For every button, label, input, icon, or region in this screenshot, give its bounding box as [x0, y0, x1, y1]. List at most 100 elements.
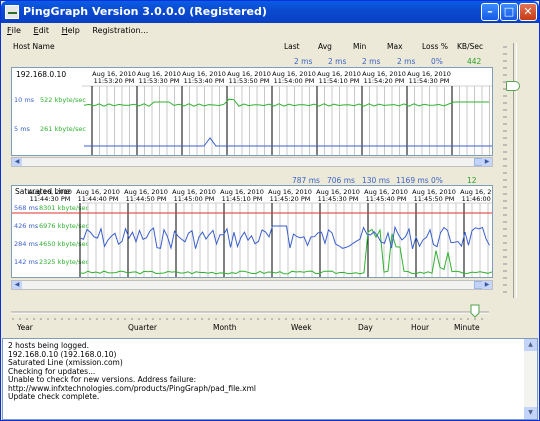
time-label-date: Aug 16, 2010: [460, 188, 492, 196]
scroll-left-arrow-icon[interactable]: ◀: [12, 158, 22, 166]
time-label-clock: 11:45:30 PM: [318, 195, 359, 203]
host2-y-kb-1: 8301 kbyte/sec: [39, 204, 89, 212]
pinggraph-app-icon[interactable]: [5, 5, 19, 19]
close-button[interactable]: ✕: [519, 3, 537, 21]
time-label-clock: 11:53:30 PM: [139, 77, 180, 85]
host1-ping-line: [84, 137, 492, 147]
vertical-zoom-ticks: [503, 46, 507, 293]
time-label-clock: 11:44:30 PM: [30, 195, 71, 203]
host1-kbsec: 442: [467, 57, 482, 66]
host2-graph-panel[interactable]: Saturated Line 568 ms 8301 kbyte/sec 426…: [11, 185, 504, 278]
time-label-date: Aug 16, 2010: [137, 70, 181, 78]
scroll-right-arrow-icon[interactable]: ▶: [482, 158, 492, 166]
column-last[interactable]: Last: [284, 42, 300, 51]
time-label-date: Aug 16, 2010: [220, 188, 264, 196]
time-label-date: Aug 16, 2010: [92, 70, 136, 78]
host1-y-ms-2: 5 ms: [14, 125, 31, 133]
timescale-week[interactable]: Week: [291, 323, 312, 332]
time-label-clock: 11:44:50 PM: [126, 195, 167, 203]
host1-graph: 192.168.0.10 10 ms 522 kbyte/sec 5 ms 26…: [14, 70, 492, 155]
host2-y-ms-4: 142 ms: [14, 258, 39, 266]
time-label-date: Aug 16, 2010: [412, 188, 456, 196]
host1-last: 2 ms: [294, 57, 313, 66]
time-label-clock: 11:54:20 PM: [364, 77, 405, 85]
time-label-date: Aug 16, 2010: [227, 70, 271, 78]
time-label-date: Aug 16, 2010: [362, 70, 406, 78]
host2-y-kb-4: 2325 kbyte/sec: [39, 258, 89, 266]
host2-max: 1169 ms: [396, 176, 429, 185]
maximize-button[interactable]: □: [500, 3, 518, 21]
timescale-year[interactable]: Year: [17, 323, 33, 332]
log-line: Unable to check for new versions. Addres…: [8, 375, 197, 384]
host2-y-ms-2: 426 ms: [14, 222, 39, 230]
column-avg[interactable]: Avg: [318, 42, 332, 51]
vertical-zoom-slider[interactable]: [506, 81, 520, 91]
scroll-left-arrow-icon[interactable]: ◀: [12, 281, 22, 289]
time-label-date: Aug 16, 2010: [76, 188, 120, 196]
timescale-quarter[interactable]: Quarter: [128, 323, 157, 332]
menu-file[interactable]: File: [7, 26, 21, 35]
time-range-slider[interactable]: [1, 301, 540, 336]
time-label-clock: 11:53:20 PM: [94, 77, 135, 85]
host2-avg: 706 ms: [327, 176, 355, 185]
host2-y-ms-3: 284 ms: [14, 240, 39, 248]
time-label-date: Aug 16, 2010: [28, 188, 72, 196]
log-line: 192.168.0.10 (192.168.0.10): [8, 349, 117, 359]
host2-throughput-line: [79, 228, 493, 275]
minimize-button[interactable]: –: [481, 3, 499, 21]
host1-horizontal-scrollbar[interactable]: ◀ ▶: [11, 157, 493, 167]
host1-graph-panel[interactable]: 192.168.0.10 10 ms 522 kbyte/sec 5 ms 26…: [11, 67, 493, 156]
column-min[interactable]: Min: [353, 42, 367, 51]
log-line: Saturated Line (xmission.com): [8, 358, 123, 367]
scroll-right-arrow-icon[interactable]: ▶: [482, 281, 492, 289]
host1-loss: 0%: [431, 57, 443, 66]
timescale-minute[interactable]: Minute: [454, 323, 480, 332]
time-label-date: Aug 16, 2010: [182, 70, 226, 78]
log-line: Update check complete.: [8, 392, 100, 401]
host2-y-kb-2: 6976 kbyte/sec: [39, 222, 89, 230]
vertical-zoom-track[interactable]: [513, 43, 517, 298]
menu-help[interactable]: Help: [61, 26, 80, 35]
time-label-date: Aug 16, 2010: [317, 70, 361, 78]
column-kb-sec[interactable]: KB/Sec: [457, 42, 484, 51]
scroll-up-arrow-icon[interactable]: ▲: [524, 339, 537, 351]
host2-y-kb-3: 4650 kbyte/sec: [39, 240, 89, 248]
column-host-name[interactable]: Host Name: [13, 42, 55, 51]
timescale-hour[interactable]: Hour: [411, 323, 430, 332]
log-vertical-scrollbar[interactable]: ▲ ▼: [524, 339, 537, 419]
host1-throughput-line: [83, 98, 489, 107]
timescale-day[interactable]: Day: [358, 323, 373, 332]
time-label-clock: 11:53:50 PM: [229, 77, 270, 85]
time-label-date: Aug 16, 2010: [172, 188, 216, 196]
host2-loss: 0%: [431, 176, 443, 185]
time-label-date: Aug 16, 2010: [272, 70, 316, 78]
time-label-date: Aug 16, 2010: [364, 188, 408, 196]
host1-y-ms-1: 10 ms: [14, 96, 35, 104]
menu-bar: File Edit Help Registration...: [2, 23, 539, 39]
host2-last: 787 ms: [292, 176, 320, 185]
time-label-clock: 11:45:50 PM: [414, 195, 455, 203]
menu-registration[interactable]: Registration...: [92, 26, 149, 35]
host1-y-kb-1: 522 kbyte/sec: [40, 96, 86, 104]
scroll-down-arrow-icon[interactable]: ▼: [524, 407, 537, 419]
log-line: 2 hosts being logged.: [8, 341, 89, 350]
time-label-clock: 11:45:20 PM: [270, 195, 311, 203]
title-bar[interactable]: PingGraph Version 3.0.0.0 (Registered) –…: [1, 1, 539, 23]
time-label-clock: 11:45:40 PM: [366, 195, 407, 203]
host2-min: 130 ms: [362, 176, 390, 185]
column-loss[interactable]: Loss %: [422, 42, 448, 51]
time-label-date: Aug 16, 2010: [316, 188, 360, 196]
host2-graph: Saturated Line 568 ms 8301 kbyte/sec 426…: [12, 187, 504, 277]
host1-avg: 2 ms: [328, 57, 347, 66]
time-label-clock: 11:54:10 PM: [319, 77, 360, 85]
host2-horizontal-scrollbar[interactable]: ◀ ▶: [11, 280, 493, 290]
column-max[interactable]: Max: [387, 42, 403, 51]
menu-edit[interactable]: Edit: [33, 26, 50, 35]
host1-max: 2 ms: [397, 57, 416, 66]
time-range-thumb: [470, 304, 480, 318]
timescale-month[interactable]: Month: [213, 323, 237, 332]
log-panel[interactable]: 2 hosts being logged. 192.168.0.10 (192.…: [2, 338, 538, 420]
time-label-clock: 11:46:00 PM: [462, 195, 492, 203]
time-label-date: Aug 16, 2010: [407, 70, 451, 78]
